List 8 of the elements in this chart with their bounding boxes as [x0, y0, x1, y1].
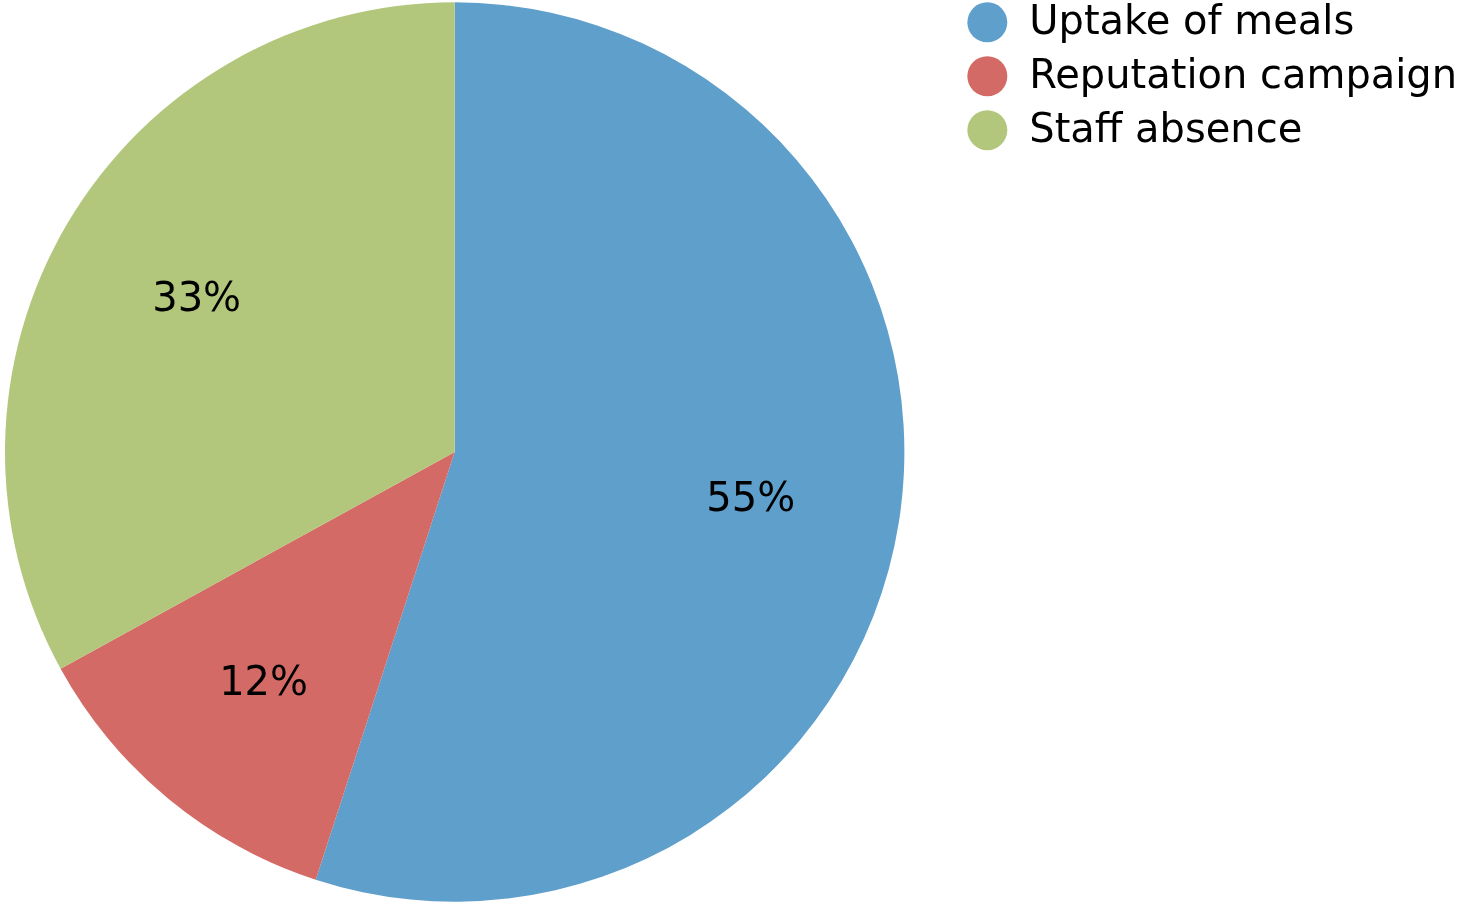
legend-label: Reputation campaign [1029, 51, 1458, 98]
data-label: 12% [219, 657, 309, 704]
data-label: 33% [152, 274, 242, 321]
legend-label: Staff absence [1029, 105, 1303, 152]
pie-slice [315, 2, 905, 901]
legend-label: Uptake of meals [1029, 0, 1355, 44]
data-label: 55% [706, 473, 796, 520]
pie-slice [60, 452, 455, 880]
